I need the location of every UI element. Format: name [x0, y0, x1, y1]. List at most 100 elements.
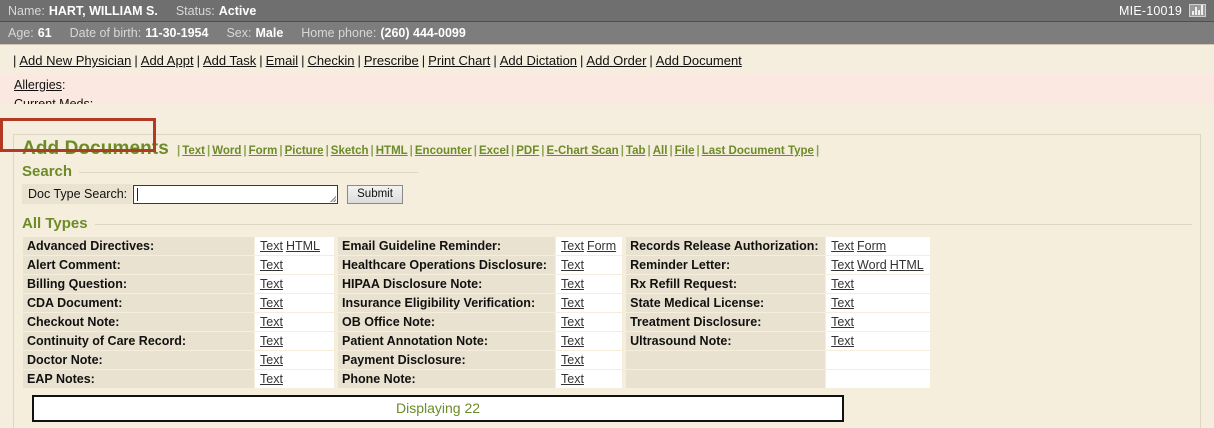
doc-format-link[interactable]: Text: [561, 372, 584, 386]
doctype-link[interactable]: Excel: [478, 145, 510, 157]
doctype-separator: |: [696, 145, 700, 157]
doc-format-link[interactable]: Text: [260, 239, 283, 253]
patient-sex-value: Male: [255, 26, 284, 40]
doctype-link[interactable]: Text: [182, 145, 205, 157]
doc-type-format-links: Text: [254, 274, 335, 294]
page-title-row: Add Documents | Text | Word | Form | Picture | Sk…: [14, 135, 1200, 162]
allergies-colon: :: [61, 78, 66, 92]
column-gap: [622, 369, 626, 389]
doc-format-link[interactable]: Text: [561, 334, 584, 348]
chart-nav-link[interactable]: Prescribe: [363, 53, 419, 68]
all-types-fieldset: All Types Advanced Directives: Text HTML Em…: [22, 215, 1192, 389]
doc-type-format-links: Text: [825, 274, 932, 294]
table-row: Doctor Note: Text Payment Disclosure: Text: [22, 350, 932, 370]
doctype-separator: |: [243, 145, 247, 157]
doctype-link[interactable]: Sketch: [330, 145, 369, 157]
doc-type-format-links: Text: [825, 293, 932, 313]
column-gap: [622, 255, 626, 275]
doctype-link[interactable]: File: [674, 145, 695, 157]
doc-format-link[interactable]: Text: [831, 239, 855, 253]
chart-nav-link[interactable]: Add Dictation: [499, 53, 578, 68]
doctype-link[interactable]: Form: [248, 145, 278, 157]
doc-format-link[interactable]: Text: [561, 239, 584, 253]
nav-separator: |: [357, 53, 361, 68]
doc-format-link[interactable]: Text: [260, 315, 283, 329]
doc-format-link[interactable]: Text: [831, 334, 855, 348]
doctype-link[interactable]: All: [652, 145, 668, 157]
clinical-summary-strip: Allergies: Current Meds:: [0, 74, 1214, 104]
column-gap: [622, 331, 626, 351]
doc-format-link[interactable]: Text: [561, 353, 584, 367]
bar-chart-icon[interactable]: [1189, 4, 1206, 17]
column-gap: [334, 331, 338, 351]
doctype-separator: |: [207, 145, 211, 157]
doc-format-link[interactable]: Text: [260, 277, 283, 291]
doc-type-name: Continuity of Care Record:: [22, 331, 255, 351]
allergies-link[interactable]: Allergies: [14, 78, 62, 92]
column-gap: [622, 350, 626, 370]
text-caret: [137, 187, 139, 201]
chart-nav-link[interactable]: Add New Physician: [19, 53, 132, 68]
doc-type-name: State Medical License:: [625, 293, 827, 313]
doc-type-name: Phone Note:: [337, 369, 556, 389]
doc-format-link[interactable]: Form: [857, 239, 887, 253]
chart-nav-link[interactable]: Add Order: [586, 53, 647, 68]
doc-type-search-input[interactable]: [133, 184, 339, 204]
patient-phone-label: Home phone:: [301, 26, 377, 40]
doc-format-link[interactable]: Text: [260, 372, 283, 386]
doc-format-link[interactable]: Text: [561, 277, 584, 291]
doctype-link[interactable]: Last Document Type: [701, 145, 814, 157]
doctype-separator: |: [511, 145, 515, 157]
doc-format-link[interactable]: HTML: [889, 258, 924, 272]
doc-type-format-links: Text: [254, 293, 335, 313]
doc-format-link[interactable]: Form: [586, 239, 617, 253]
column-gap: [334, 369, 338, 389]
doc-format-link[interactable]: Text: [561, 315, 584, 329]
doc-type-name: Alert Comment:: [22, 255, 255, 275]
doctype-link[interactable]: Picture: [284, 145, 324, 157]
chart-nav-link[interactable]: Email: [265, 53, 299, 68]
doctype-link[interactable]: E-Chart Scan: [546, 145, 619, 157]
doc-type-name: Insurance Eligibility Verification:: [337, 293, 556, 313]
column-gap: [622, 293, 626, 313]
doctype-separator: |: [473, 145, 477, 157]
patient-status-value: Active: [218, 3, 257, 18]
nav-separator: |: [196, 53, 200, 68]
doc-format-link[interactable]: Text: [831, 315, 855, 329]
doc-format-link[interactable]: Text: [831, 277, 855, 291]
resize-grip-icon[interactable]: [329, 194, 337, 202]
patient-phone-group: Home phone: (260) 444-0099: [301, 26, 466, 40]
doc-format-link[interactable]: Word: [857, 258, 887, 272]
doc-format-link[interactable]: HTML: [285, 239, 320, 253]
doctype-link-bar: | Text | Word | Form | Picture | Sketch | HTML | Enco…: [175, 145, 821, 157]
chart-nav-link[interactable]: Checkin: [307, 53, 355, 68]
nav-separator: |: [259, 53, 263, 68]
doc-type-format-links: Text: [254, 255, 335, 275]
doc-format-link[interactable]: Text: [260, 296, 283, 310]
doc-format-link[interactable]: Text: [260, 334, 283, 348]
patient-name-group: Name: HART, WILLIAM S.: [8, 4, 158, 18]
doctype-link[interactable]: Word: [212, 145, 242, 157]
doctype-link[interactable]: Tab: [625, 145, 646, 157]
doc-type-name: CDA Document:: [22, 293, 255, 313]
chart-nav-link[interactable]: Add Task: [202, 53, 257, 68]
doc-format-link[interactable]: Text: [831, 296, 855, 310]
doc-type-format-links: Text: [254, 350, 335, 370]
doc-type-format-links: Text HTML: [254, 236, 335, 256]
patient-name-value: HART, WILLIAM S.: [48, 3, 158, 18]
doctype-link[interactable]: PDF: [516, 145, 540, 157]
submit-button[interactable]: Submit: [347, 184, 403, 204]
doc-format-link[interactable]: Text: [561, 258, 584, 272]
doc-format-link[interactable]: Text: [831, 258, 855, 272]
doctype-link[interactable]: Encounter: [414, 145, 472, 157]
doc-format-link[interactable]: Text: [260, 258, 283, 272]
doc-format-link[interactable]: Text: [561, 296, 584, 310]
doc-type-format-links: Text: [554, 255, 624, 275]
chart-nav-link[interactable]: Add Document: [655, 53, 742, 68]
doc-format-link[interactable]: Text: [260, 353, 283, 367]
chart-nav-link[interactable]: Add Appt: [140, 53, 194, 68]
doctype-separator: |: [409, 145, 413, 157]
chart-nav-link[interactable]: Print Chart: [428, 53, 491, 68]
doctype-link[interactable]: HTML: [375, 145, 408, 157]
doc-type-name: [625, 369, 827, 389]
